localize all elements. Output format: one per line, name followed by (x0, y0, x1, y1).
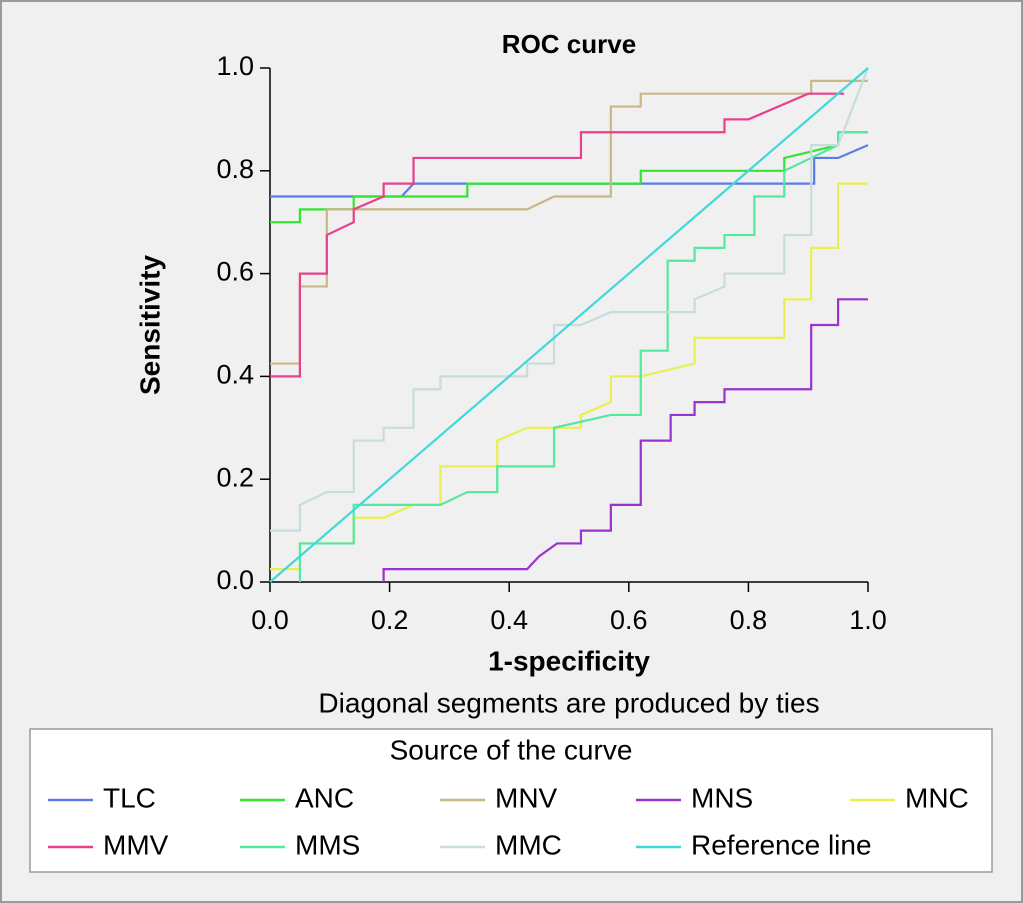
chart-title: ROC curve (502, 29, 636, 59)
legend-label: ANC (295, 782, 354, 813)
y-tick-label: 0.2 (216, 462, 254, 492)
x-tick-label: 1.0 (849, 605, 887, 635)
legend-label: MMS (295, 829, 360, 860)
y-tick-label: 0.6 (216, 257, 254, 287)
x-tick-label: 0.4 (490, 605, 528, 635)
note: Diagonal segments are produced by ties (318, 687, 819, 718)
legend-title: Source of the curve (390, 734, 633, 765)
x-tick-label: 0.0 (251, 605, 289, 635)
roc-curve (270, 131, 868, 224)
legend-label: MNS (691, 782, 753, 813)
x-tick-label: 0.2 (371, 605, 409, 635)
roc-curve (269, 67, 869, 583)
legend-label: MMC (495, 829, 562, 860)
legend-label: MNV (495, 782, 558, 813)
legend-label: Reference line (691, 829, 872, 860)
x-tick-label: 0.8 (730, 605, 768, 635)
roc-curve (270, 79, 868, 365)
legend-label: TLC (103, 782, 156, 813)
y-tick-label: 1.0 (216, 51, 254, 81)
x-tick-label: 0.6 (610, 605, 648, 635)
legend-label: MNC (905, 782, 969, 813)
roc-curve (298, 131, 868, 582)
y-tick-label: 0.8 (216, 154, 254, 184)
y-tick-label: 0.0 (216, 565, 254, 595)
roc-curve (270, 67, 870, 532)
legend-box (29, 728, 993, 873)
y-tick-label: 0.4 (216, 360, 254, 390)
roc-curve (382, 298, 868, 582)
x-axis-label: 1-specificity (488, 645, 650, 676)
legend-label: MMV (103, 829, 169, 860)
y-axis-label: Sensitivity (134, 255, 165, 395)
roc-curve (270, 92, 845, 378)
